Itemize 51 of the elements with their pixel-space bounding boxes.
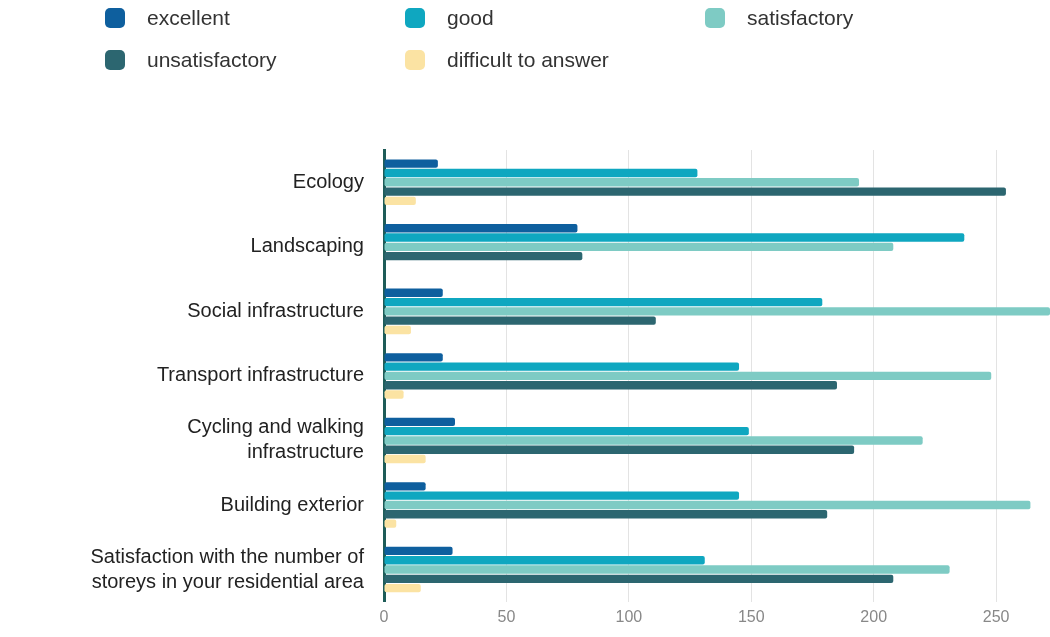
bar [384,196,416,206]
bar [384,224,578,233]
bar [384,168,698,178]
bar [384,454,426,464]
legend-label: satisfactory [747,6,854,30]
bar [384,583,421,593]
bar [384,353,443,362]
bar [384,381,837,390]
legend-label: unsatisfactory [147,48,277,72]
x-tick-label: 50 [497,607,516,625]
bar [384,233,965,242]
bar [384,316,656,325]
bar [384,491,740,500]
bar [384,574,894,584]
legend-label: excellent [147,6,230,30]
y-tick-label: Ecology [292,169,364,192]
bar [384,242,894,251]
bar [384,445,855,454]
bar [384,297,823,307]
bar [384,546,453,556]
bar [384,371,992,381]
bar [384,565,950,574]
bar [384,426,749,436]
legend-label: good [447,6,494,30]
x-tick-label: 150 [737,607,765,625]
bar [384,288,443,297]
bar [384,251,583,261]
y-tick-label: Landscaping [250,234,364,257]
y-tick-label: Building exterior [220,492,365,515]
y-tick-label: Transport infrastructure [156,363,364,386]
x-tick-label: 250 [982,607,1010,625]
bar [384,510,828,519]
y-tick-label: Social infrastructure [187,298,364,321]
x-tick-label: 200 [860,607,888,625]
x-tick-label: 100 [615,607,643,625]
x-tick-label: 0 [379,607,389,625]
bar [384,500,1031,510]
bar [384,159,438,168]
bar [384,482,426,491]
y-tick-label: Cycling and walking infrastructure [187,415,364,463]
bar [384,390,404,399]
bar [384,556,705,565]
y-tick-label: Satisfaction with the number of storeys in your residential area [90,544,365,592]
bar [384,436,923,445]
bar [384,178,860,187]
legend-label: difficult to answer [447,48,609,72]
bar [384,187,1006,196]
bar [384,307,1050,316]
bar [384,417,456,427]
bar [384,362,740,371]
bar [384,325,411,335]
